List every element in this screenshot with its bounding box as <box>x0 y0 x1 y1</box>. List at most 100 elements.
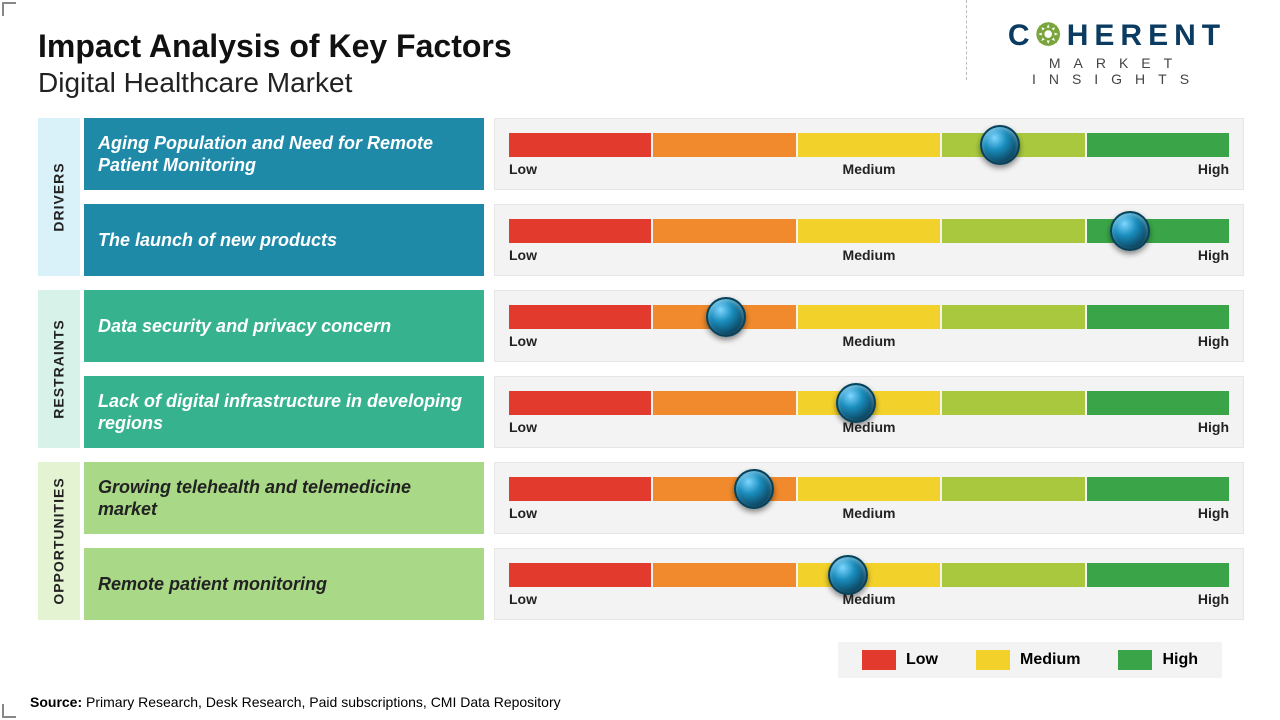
scale-segment <box>509 563 651 587</box>
category-tab-drivers: DRIVERS <box>38 118 80 276</box>
scale-medium: Medium <box>843 591 896 607</box>
scale-labels: Low Medium High <box>509 247 1229 267</box>
legend-label: Medium <box>1020 651 1080 669</box>
corner-decor <box>2 704 16 718</box>
scale-labels: Low Medium High <box>509 419 1229 439</box>
factor-label: Remote patient monitoring <box>98 573 327 596</box>
scale-low: Low <box>509 333 537 349</box>
scale-high: High <box>1198 247 1229 263</box>
scale-segment <box>942 563 1084 587</box>
factor-label: Lack of digital infrastructure in develo… <box>98 390 470 435</box>
scale-medium: Medium <box>843 419 896 435</box>
logo-text: C <box>1008 19 1036 52</box>
scale-labels: Low Medium High <box>509 333 1229 353</box>
scale-low: Low <box>509 591 537 607</box>
scale-segment <box>1087 133 1229 157</box>
logo-glyph-icon: ❂ <box>1036 19 1067 52</box>
scale-medium: Medium <box>843 505 896 521</box>
impact-slider[interactable]: Low Medium High <box>494 376 1244 448</box>
slider-knob[interactable] <box>734 469 774 509</box>
legend-swatch <box>976 650 1010 670</box>
impact-slider[interactable]: Low Medium High <box>494 462 1244 534</box>
source-prefix: Source: <box>30 694 86 710</box>
scale-medium: Medium <box>843 333 896 349</box>
scale-segment <box>798 219 940 243</box>
page-subtitle: Digital Healthcare Market <box>38 67 512 99</box>
scale-medium: Medium <box>843 247 896 263</box>
impact-slider[interactable]: Low Medium High <box>494 290 1244 362</box>
factor-label-box: Data security and privacy concern <box>84 290 484 362</box>
logo-subtext: MARKET INSIGHTS <box>982 55 1252 87</box>
title-block: Impact Analysis of Key Factors Digital H… <box>38 28 512 99</box>
slider-knob[interactable] <box>836 383 876 423</box>
source-line: Source: Primary Research, Desk Research,… <box>30 694 561 710</box>
scale-segment <box>653 563 795 587</box>
legend-swatch <box>862 650 896 670</box>
factor-label-box: Lack of digital infrastructure in develo… <box>84 376 484 448</box>
brand-logo: C❂HERENT MARKET INSIGHTS <box>982 18 1252 87</box>
scale-segment <box>1087 391 1229 415</box>
impact-slider[interactable]: Low Medium High <box>494 204 1244 276</box>
scale-segment <box>798 305 940 329</box>
scale-segment <box>798 477 940 501</box>
scale-high: High <box>1198 333 1229 349</box>
scale-segment <box>509 477 651 501</box>
category-tab-restraints: RESTRAINTS <box>38 290 80 448</box>
scale-segment <box>942 305 1084 329</box>
slider-knob[interactable] <box>706 297 746 337</box>
slider-knob[interactable] <box>1110 211 1150 251</box>
scale-high: High <box>1198 419 1229 435</box>
factor-label-box: Growing telehealth and telemedicine mark… <box>84 462 484 534</box>
impact-slider[interactable]: Low Medium High <box>494 548 1244 620</box>
legend-item: High <box>1118 650 1198 670</box>
source-text: Primary Research, Desk Research, Paid su… <box>86 694 561 710</box>
scale-segment <box>942 391 1084 415</box>
scale-high: High <box>1198 161 1229 177</box>
page: C❂HERENT MARKET INSIGHTS Impact Analysis… <box>0 0 1280 720</box>
legend-swatch <box>1118 650 1152 670</box>
legend-item: Low <box>862 650 938 670</box>
scale-high: High <box>1198 591 1229 607</box>
scale-segment <box>509 219 651 243</box>
factor-label: Data security and privacy concern <box>98 315 391 338</box>
scale-segment <box>1087 219 1229 243</box>
scale-low: Low <box>509 161 537 177</box>
scale-labels: Low Medium High <box>509 161 1229 181</box>
scale-segment <box>653 391 795 415</box>
scale-labels: Low Medium High <box>509 505 1229 525</box>
factor-label-box: The launch of new products <box>84 204 484 276</box>
slider-knob[interactable] <box>828 555 868 595</box>
scale-segment <box>509 133 651 157</box>
scale-low: Low <box>509 505 537 521</box>
legend-label: High <box>1162 651 1198 669</box>
scale-medium: Medium <box>843 161 896 177</box>
category-label: RESTRAINTS <box>51 319 67 418</box>
scale-segment <box>1087 305 1229 329</box>
factor-label: Growing telehealth and telemedicine mark… <box>98 476 470 521</box>
scale-segment <box>942 477 1084 501</box>
scale-segment <box>653 133 795 157</box>
scale-segment <box>653 219 795 243</box>
legend-label: Low <box>906 651 938 669</box>
category-label: OPPORTUNITIES <box>51 477 67 604</box>
scale-segment <box>509 305 651 329</box>
scale-segment <box>942 219 1084 243</box>
scale-segment <box>509 391 651 415</box>
category-label: DRIVERS <box>51 162 67 231</box>
scale-labels: Low Medium High <box>509 591 1229 611</box>
scale-low: Low <box>509 247 537 263</box>
scale-high: High <box>1198 505 1229 521</box>
corner-decor <box>2 2 16 16</box>
vertical-divider <box>966 0 967 80</box>
scale-segment <box>798 563 940 587</box>
impact-slider[interactable]: Low Medium High <box>494 118 1244 190</box>
slider-knob[interactable] <box>980 125 1020 165</box>
legend: Low Medium High <box>838 642 1222 678</box>
factor-label-box: Remote patient monitoring <box>84 548 484 620</box>
scale-segment <box>1087 563 1229 587</box>
scale-segment <box>1087 477 1229 501</box>
factor-label: Aging Population and Need for Remote Pat… <box>98 132 470 177</box>
scale-low: Low <box>509 419 537 435</box>
logo-text: HERENT <box>1067 19 1226 52</box>
page-title: Impact Analysis of Key Factors <box>38 28 512 65</box>
